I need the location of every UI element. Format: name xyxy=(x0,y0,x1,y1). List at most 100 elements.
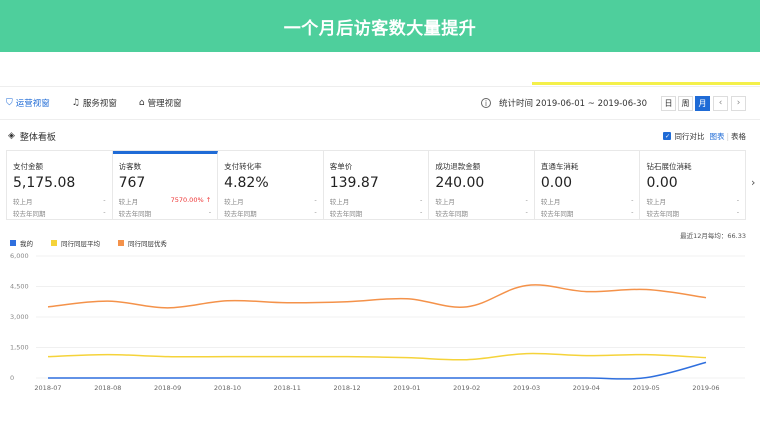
x-tick-label: 2019-02 xyxy=(453,384,480,392)
metric-row2-label: 较去年同期 xyxy=(435,210,468,218)
metric-row2-value: - xyxy=(419,208,423,216)
board-title: ◈ 整体看板 xyxy=(8,130,56,143)
metric-row2-label: 较去年同期 xyxy=(13,210,46,218)
bag-icon: ⌂ xyxy=(138,98,145,108)
series-line-peer-average[interactable] xyxy=(47,352,707,361)
tab-operations[interactable]: ⛉ 运营视窗 xyxy=(6,87,50,119)
metric-name: 访客数 xyxy=(118,162,142,171)
series-line-peer-top[interactable] xyxy=(47,284,707,309)
tab-label: 管理视窗 xyxy=(147,99,182,109)
layers-icon: ◈ xyxy=(8,131,15,141)
accent-line xyxy=(532,82,760,85)
metric-value: 767 xyxy=(118,175,146,191)
x-tick-label: 2018-12 xyxy=(334,384,361,392)
board-title-text: 整体看板 xyxy=(19,132,56,143)
metric-row1-label: 较上月 xyxy=(329,198,350,206)
legend-item-peer-top[interactable]: 同行同层优秀 xyxy=(118,238,167,248)
shield-icon: ⛉ xyxy=(6,98,13,108)
metric-name: 成功退款金额 xyxy=(435,162,481,171)
legend-swatch xyxy=(118,240,124,246)
metrics-next-arrow-icon[interactable]: › xyxy=(751,176,756,189)
tab-label: 服务视窗 xyxy=(82,99,117,109)
metric-value: 0.00 xyxy=(646,175,678,191)
metric-card[interactable]: 支付金额 5,175.08 较上月 - 较去年同期 - xyxy=(7,151,113,219)
y-tick-label: 4,500 xyxy=(10,283,29,291)
legend-label: 同行同层优秀 xyxy=(128,240,167,248)
peer-compare-checkbox[interactable]: ✓ xyxy=(663,132,672,140)
metric-name: 支付转化率 xyxy=(224,162,262,171)
metric-row2-value: - xyxy=(103,208,106,216)
headset-icon: ♫ xyxy=(71,98,80,108)
metric-row1-value: - xyxy=(419,196,423,204)
metric-row1-value: - xyxy=(525,196,528,204)
metric-row1-label: 较上月 xyxy=(540,198,561,206)
period-tools: i 统计时间 2019-06-01 ~ 2019-06-30 日 周 月 ‹ › xyxy=(480,95,746,111)
metric-change-value: 7570.00% ↑ xyxy=(170,196,212,204)
metric-value: 139.87 xyxy=(329,175,379,191)
metric-name: 支付金额 xyxy=(13,162,43,171)
period-month-button[interactable]: 月 xyxy=(695,95,710,111)
metric-row2-label: 较去年同期 xyxy=(646,210,679,218)
metric-row2-label: 较去年同期 xyxy=(224,210,257,218)
board-options: ✓ 同行对比 图表 | 表格 xyxy=(663,131,746,142)
top-toolbar: ⛉ 运营视窗 ♫ 服务视窗 ⌂ 管理视窗 i 统计时间 2019-06-01 ~… xyxy=(0,86,760,120)
peer-compare-label: 同行对比 xyxy=(674,131,705,141)
metric-row1-label: 较上月 xyxy=(118,198,139,206)
legend-item-mine[interactable]: 我的 xyxy=(10,238,33,248)
line-chart: 6,000 4,500 3,000 1,500 0 2018-07 2018-08 2018-… xyxy=(10,252,745,392)
metric-name: 直通车消耗 xyxy=(540,162,579,171)
x-tick-label: 2018-09 xyxy=(154,384,181,392)
metric-row1-value: - xyxy=(631,196,634,204)
tab-label: 运营视窗 xyxy=(15,99,50,109)
table-view-link[interactable]: 表格 xyxy=(731,131,746,141)
metric-row2-label: 较去年同期 xyxy=(540,210,574,218)
info-icon[interactable]: i xyxy=(480,98,491,108)
chart-view-link[interactable]: 图表 xyxy=(709,131,725,141)
metric-row1-label: 较上月 xyxy=(224,198,244,206)
legend-swatch xyxy=(10,240,16,246)
metric-name: 客单价 xyxy=(329,162,353,171)
period-day-button[interactable]: 日 xyxy=(661,95,676,111)
metric-row1-label: 较上月 xyxy=(646,198,666,206)
y-tick-label: 1,500 xyxy=(10,344,29,352)
y-tick-label: 3,000 xyxy=(10,313,29,321)
y-tick-label: 6,000 xyxy=(10,252,29,260)
metric-row1-label: 较上月 xyxy=(435,198,455,206)
metric-card[interactable]: 钻石展位消耗 0.00 较上月 - 较去年同期 - xyxy=(640,151,745,219)
metric-row1-label: 较上月 xyxy=(13,198,33,206)
metric-card[interactable]: 支付转化率 4.82% 较上月 - 较去年同期 - xyxy=(218,151,324,219)
metric-value: 240.00 xyxy=(435,175,485,191)
banner-title: 一个月后访客数大量提升 xyxy=(283,18,477,39)
board-header: ◈ 整体看板 ✓ 同行对比 图表 | 表格 xyxy=(0,126,760,146)
metric-card[interactable]: 客单价 139.87 较上月 - 较去年同期 - xyxy=(324,151,430,219)
prev-period-button[interactable]: ‹ xyxy=(713,95,728,111)
tab-management[interactable]: ⌂ 管理视窗 xyxy=(139,87,182,119)
metric-card-selected[interactable]: 访客数 767 较上月 7570.00% ↑ 较去年同期 - xyxy=(112,151,219,219)
x-tick-label: 2019-01 xyxy=(393,384,420,392)
metrics-row: 支付金额 5,175.08 较上月 - 较去年同期 - 访客数 767 较上月 757… xyxy=(6,150,746,220)
metric-card[interactable]: 直通车消耗 0.00 较上月 - 较去年同期 - xyxy=(535,151,641,219)
metric-row1-value: - xyxy=(103,196,106,204)
x-tick-label: 2018-08 xyxy=(94,384,121,392)
legend-swatch xyxy=(51,240,57,246)
series-line-mine[interactable] xyxy=(48,361,707,380)
chart-legend: 我的 同行同层平均 同行同层优秀 xyxy=(10,238,185,248)
x-tick-label: 2019-03 xyxy=(513,384,540,392)
metric-row1-value: - xyxy=(314,196,317,204)
metric-value: 0.00 xyxy=(540,175,573,191)
metric-value: 5,175.08 xyxy=(13,175,76,191)
legend-label: 同行同层平均 xyxy=(61,240,100,248)
metric-row2-value: - xyxy=(736,208,740,216)
metric-value: 4.82% xyxy=(224,175,269,191)
legend-item-peer-average[interactable]: 同行同层平均 xyxy=(51,238,100,248)
x-tick-label: 2018-07 xyxy=(34,384,61,392)
metric-row2-label: 较去年同期 xyxy=(329,210,363,218)
chart-area: 我的 同行同层平均 同行同层优秀 最近12月每均：66.33 6,000 4,50… xyxy=(0,228,760,430)
legend-label: 我的 xyxy=(20,240,33,248)
tab-service[interactable]: ♫ 服务视窗 xyxy=(72,87,117,119)
metric-name: 钻石展位消耗 xyxy=(646,162,692,171)
next-period-button[interactable]: › xyxy=(731,95,746,111)
metric-card[interactable]: 成功退款金额 240.00 较上月 - 较去年同期 - xyxy=(429,151,535,219)
x-tick-label: 2019-04 xyxy=(573,384,600,392)
period-week-button[interactable]: 周 xyxy=(678,95,693,111)
